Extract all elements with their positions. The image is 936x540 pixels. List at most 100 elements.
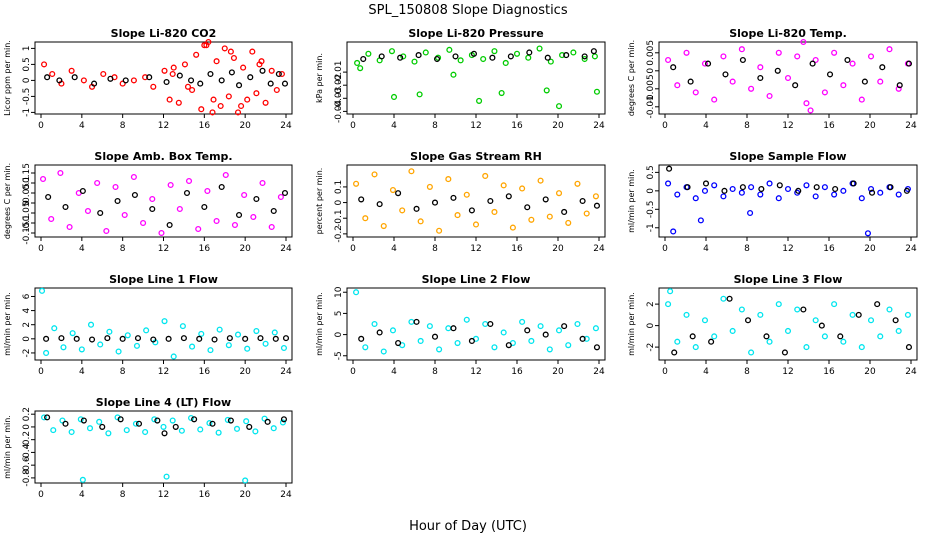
data-point bbox=[88, 336, 96, 343]
y-tick-label: 0.1 bbox=[22, 176, 32, 190]
data-point bbox=[849, 311, 856, 318]
x-tick-label: 0 bbox=[662, 121, 668, 131]
data-point bbox=[840, 187, 847, 194]
y-tick-label: 6 bbox=[22, 293, 32, 299]
data-point bbox=[270, 425, 277, 432]
y-tick-label: 0 bbox=[22, 200, 32, 206]
data-point bbox=[271, 329, 278, 336]
data-point bbox=[903, 187, 910, 194]
x-tick-label: 4 bbox=[79, 244, 85, 254]
data-point bbox=[97, 341, 104, 348]
data-point bbox=[581, 53, 588, 60]
data-point bbox=[837, 333, 844, 340]
data-point bbox=[886, 46, 893, 53]
data-point bbox=[570, 49, 577, 56]
data-point bbox=[380, 222, 387, 230]
y-tick-label: -1 bbox=[22, 108, 32, 117]
data-point bbox=[864, 230, 871, 237]
data-point bbox=[353, 180, 360, 187]
data-point bbox=[775, 301, 782, 308]
data-point bbox=[222, 171, 229, 179]
x-tick-label: 8 bbox=[744, 367, 750, 377]
data-point bbox=[225, 93, 232, 100]
data-point bbox=[56, 77, 63, 84]
data-point bbox=[666, 165, 673, 172]
data-point bbox=[720, 295, 727, 302]
points bbox=[353, 289, 600, 355]
data-point bbox=[79, 476, 86, 483]
x-tick-label: 8 bbox=[120, 244, 126, 254]
data-point bbox=[433, 55, 441, 63]
data-point bbox=[757, 74, 764, 82]
data-point bbox=[507, 53, 514, 60]
data-point bbox=[262, 340, 269, 347]
data-point bbox=[97, 209, 104, 217]
data-point bbox=[66, 223, 73, 231]
data-point bbox=[262, 99, 269, 106]
y-tick-label: -0.02 bbox=[334, 74, 344, 97]
data-point bbox=[431, 199, 439, 206]
data-point bbox=[561, 208, 568, 216]
data-point bbox=[172, 423, 179, 430]
x-tick-label: 12 bbox=[470, 367, 481, 377]
data-point bbox=[670, 64, 677, 71]
data-point bbox=[579, 335, 586, 342]
data-point bbox=[170, 64, 177, 71]
points bbox=[39, 169, 289, 237]
data-point bbox=[482, 320, 489, 328]
data-point bbox=[249, 48, 256, 55]
data-point bbox=[436, 346, 443, 353]
data-point bbox=[146, 74, 153, 81]
y-tick-label: -0.005 bbox=[646, 74, 656, 103]
data-point bbox=[892, 317, 899, 324]
x-tick-label: 16 bbox=[511, 121, 523, 131]
data-point bbox=[206, 420, 213, 427]
data-point bbox=[722, 71, 729, 78]
data-point bbox=[268, 67, 275, 74]
x-tick-label: 12 bbox=[782, 121, 793, 131]
data-point bbox=[454, 212, 461, 219]
data-point bbox=[225, 342, 232, 349]
data-point bbox=[702, 180, 710, 187]
x-tick-label: 0 bbox=[350, 367, 356, 377]
x-tick-label: 8 bbox=[432, 367, 438, 377]
data-point bbox=[115, 348, 122, 355]
y-tick-label: -2 bbox=[646, 343, 656, 352]
data-point bbox=[821, 333, 828, 340]
data-point bbox=[729, 185, 736, 193]
data-point bbox=[161, 67, 168, 74]
data-point bbox=[422, 49, 429, 56]
x-tick-label: 8 bbox=[744, 121, 750, 131]
panel-title: Slope Amb. Box Temp. bbox=[94, 150, 232, 163]
data-point bbox=[44, 414, 51, 421]
y-tick-label: -0.2 bbox=[22, 431, 32, 449]
data-point bbox=[861, 78, 868, 85]
data-point bbox=[509, 224, 516, 231]
data-point bbox=[150, 336, 157, 343]
data-point bbox=[207, 347, 214, 354]
data-point bbox=[149, 205, 156, 213]
data-point bbox=[395, 190, 402, 197]
data-point bbox=[201, 203, 208, 211]
x-tick-label: 20 bbox=[864, 121, 876, 131]
data-point bbox=[877, 333, 884, 340]
panel-title: Slope Line 3 Flow bbox=[734, 273, 843, 286]
data-point bbox=[524, 204, 531, 211]
data-point bbox=[196, 335, 203, 342]
data-point bbox=[547, 58, 554, 65]
data-point bbox=[536, 45, 543, 52]
y-tick-label: 0.005 bbox=[646, 40, 656, 66]
data-point bbox=[704, 60, 712, 67]
data-point bbox=[408, 168, 415, 175]
data-point bbox=[537, 177, 544, 184]
x-tick-label: 8 bbox=[432, 244, 438, 254]
data-point bbox=[555, 103, 563, 110]
data-point bbox=[161, 318, 168, 325]
data-point bbox=[744, 317, 752, 324]
data-point bbox=[160, 423, 167, 430]
data-point bbox=[227, 48, 234, 55]
data-point bbox=[130, 173, 137, 181]
data-point bbox=[674, 191, 681, 198]
y-tick-label: 0.5 bbox=[646, 165, 656, 179]
